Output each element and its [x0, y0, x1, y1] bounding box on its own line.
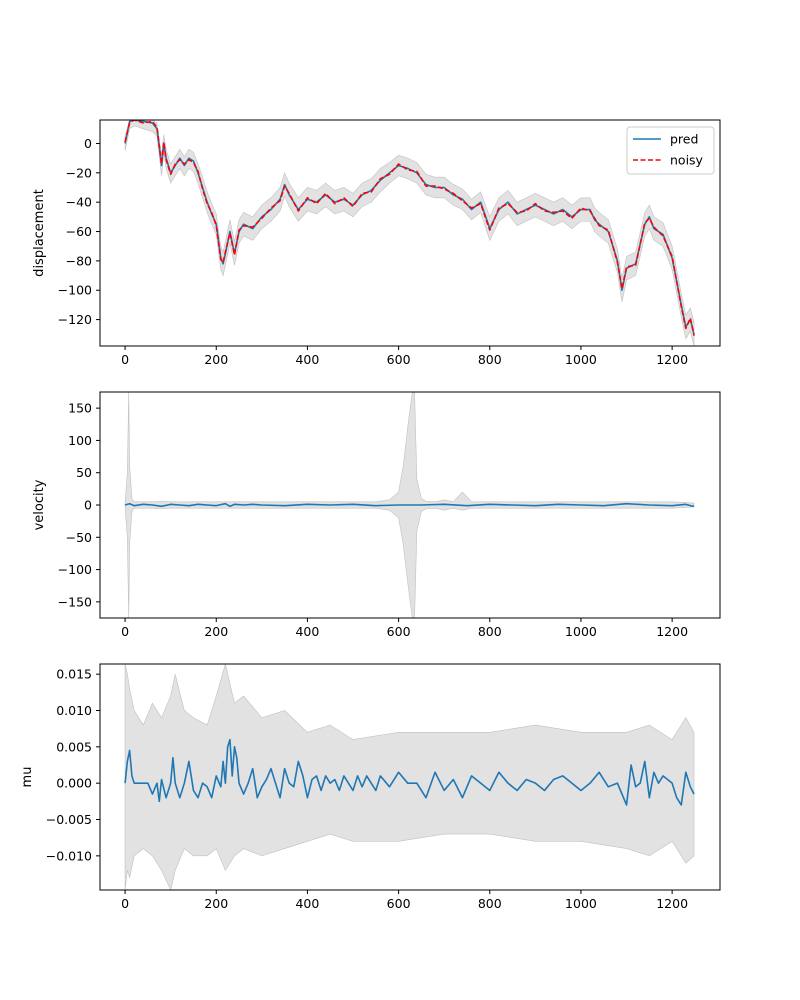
chart-panel-2: 0 200 400 600 800 1000 1200 150 100 50 0 −50 −100 −15…	[32, 391, 721, 639]
y-tick-label: −100	[58, 562, 92, 577]
y-tick-label: −40	[66, 195, 92, 210]
y-tick-label: 0.000	[56, 776, 92, 791]
y-tick-label: −50	[66, 530, 92, 545]
x-tick-label: 600	[387, 896, 411, 911]
x-tick-label: 0	[121, 624, 129, 639]
legend: pred noisy	[626, 126, 715, 175]
x-tick-label: 600	[387, 352, 411, 367]
y-tick-label: −20	[66, 165, 92, 180]
y-tick-label: −80	[66, 253, 92, 268]
x-tick-label: 200	[204, 896, 228, 911]
x-tick-label: 400	[295, 896, 319, 911]
axes-frame	[99, 119, 721, 347]
axes-frame	[99, 663, 721, 891]
y-tick-label: 0	[84, 136, 92, 151]
x-tick-label: 1000	[565, 352, 597, 367]
legend-label-noisy: noisy	[670, 153, 704, 168]
x-tick-label: 1200	[656, 896, 688, 911]
x-tick-label: 800	[478, 896, 502, 911]
x-tick-label: 1200	[656, 624, 688, 639]
y-tick-label: 0.015	[56, 667, 92, 682]
y-tick-label: 150	[68, 401, 92, 416]
y-axis-label: velocity	[32, 479, 47, 530]
y-tick-label: −150	[58, 594, 92, 609]
y-tick-label: −60	[66, 224, 92, 239]
x-tick-label: 1000	[565, 896, 597, 911]
legend-label-pred: pred	[670, 132, 698, 147]
x-tick-label: 600	[387, 624, 411, 639]
y-tick-label: −120	[58, 312, 92, 327]
series-line-noisy	[124, 120, 695, 336]
y-tick-label: −100	[58, 283, 92, 298]
x-tick-label: 800	[478, 352, 502, 367]
x-tick-label: 400	[295, 624, 319, 639]
y-axis-label: mu	[20, 767, 35, 788]
y-tick-label: −0.010	[46, 848, 92, 863]
y-axis-label: displacement	[32, 189, 47, 277]
x-tick-label: 800	[478, 624, 502, 639]
chart-panel-1: 0 200 400 600 800 1000 1200 0 −20 −40 −60 −80 −100 −1…	[32, 119, 721, 367]
x-tick-label: 200	[204, 352, 228, 367]
x-tick-label: 1000	[565, 624, 597, 639]
y-tick-label: 0.010	[56, 703, 92, 718]
x-tick-label: 0	[121, 352, 129, 367]
x-tick-label: 400	[295, 352, 319, 367]
x-tick-label: 1200	[656, 352, 688, 367]
y-tick-label: −0.005	[46, 812, 92, 827]
plot-area	[124, 664, 695, 890]
chart-panel-3: 0 200 400 600 800 1000 1200 0.015 0.010 0.005 0.00…	[20, 663, 721, 911]
plot-area	[124, 120, 695, 346]
x-tick-label: 0	[121, 896, 129, 911]
uncertainty-band	[124, 664, 695, 890]
y-tick-label: 0.005	[56, 739, 92, 754]
plot-area	[124, 392, 695, 618]
y-tick-label: 100	[68, 433, 92, 448]
y-tick-label: 50	[76, 465, 92, 480]
series-line-series-1	[124, 738, 695, 806]
x-tick-label: 200	[204, 624, 228, 639]
y-tick-label: 0	[84, 498, 92, 513]
series-line-series-1	[124, 502, 695, 508]
